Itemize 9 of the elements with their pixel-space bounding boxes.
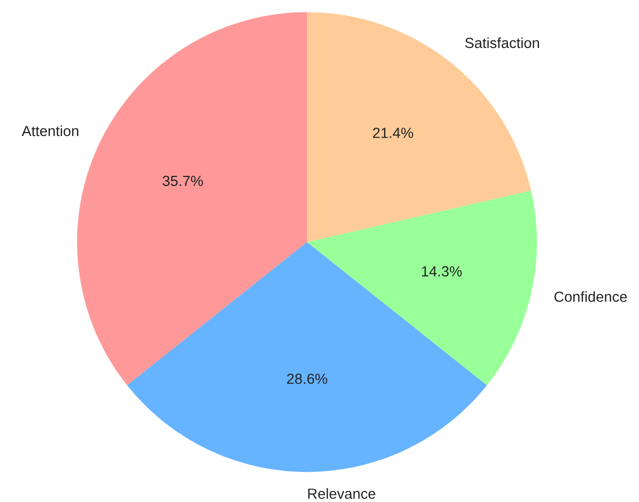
slice-label: Confidence (554, 291, 627, 302)
slice-label: Relevance (308, 488, 376, 499)
slice-label: Satisfaction (465, 37, 539, 48)
pie-slice (127, 242, 487, 472)
data-label: 35.7% (162, 176, 203, 186)
slice-label: Attention (22, 125, 78, 136)
data-label: 14.3% (422, 266, 462, 276)
data-label: 28.6% (287, 374, 328, 384)
data-label: 21.4% (373, 128, 414, 138)
